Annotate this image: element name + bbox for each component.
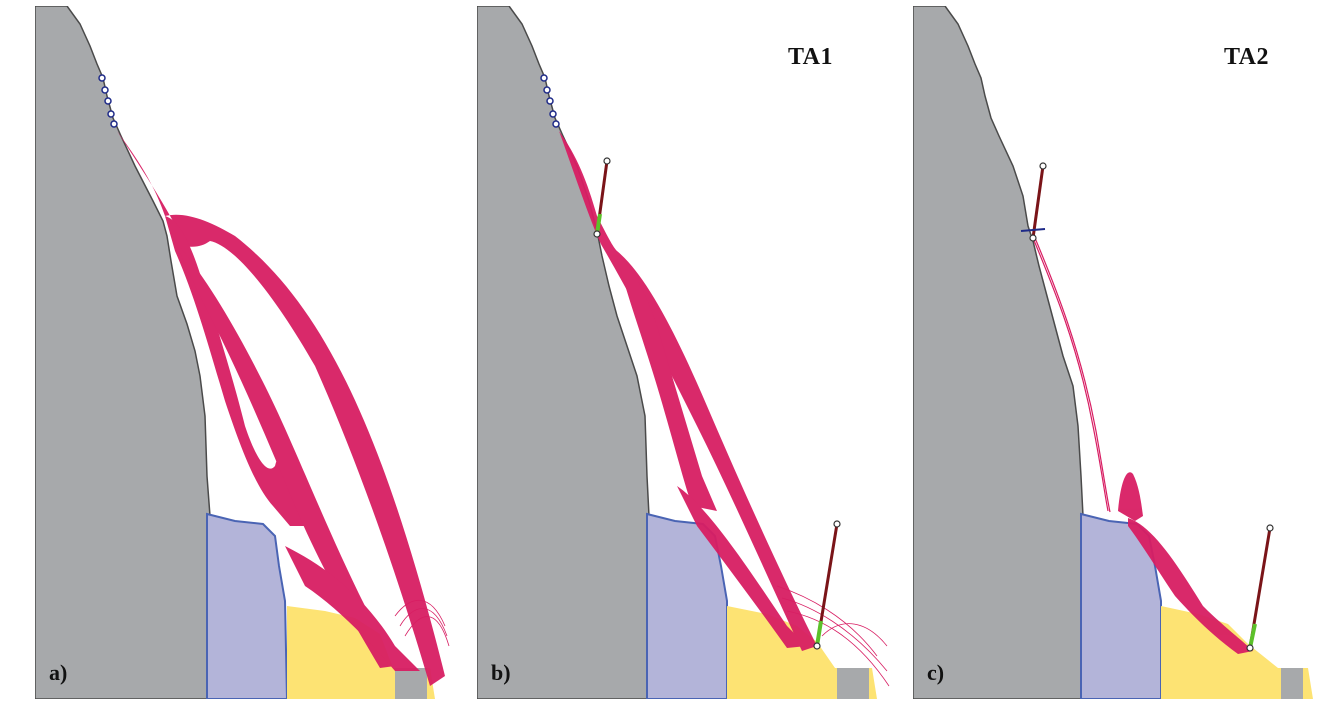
- circle-node-icon: [104, 97, 112, 105]
- panel-letter: a): [49, 660, 68, 685]
- cliff-slope: [477, 6, 650, 699]
- release-nodes: [98, 74, 118, 128]
- panel-title: TA2: [1223, 44, 1269, 70]
- release-nodes: [540, 74, 560, 128]
- circle-node-icon: [813, 642, 821, 650]
- cliff-block: [395, 668, 427, 699]
- circle-node-icon: [1266, 524, 1274, 532]
- panel-letter: c): [927, 660, 945, 685]
- blue-deposit: [646, 512, 728, 699]
- panel-a: a): [35, 6, 451, 699]
- circle-node-icon: [552, 120, 560, 128]
- circle-node-icon: [107, 110, 115, 118]
- barrier-lower: [1246, 524, 1274, 652]
- cliff-slope: [35, 6, 211, 699]
- circle-node-icon: [546, 97, 554, 105]
- trajectory-bundle: [117, 131, 445, 686]
- circle-node-icon: [543, 86, 551, 94]
- rockfall-simulation-b: [477, 6, 890, 699]
- panel-title: TA1: [787, 44, 833, 70]
- circle-node-icon: [110, 120, 118, 128]
- cliff-block: [837, 668, 869, 699]
- circle-node-icon: [1039, 162, 1047, 170]
- panel-b: TA1 b): [477, 6, 893, 699]
- circle-node-icon: [593, 230, 601, 238]
- circle-node-icon: [833, 520, 841, 528]
- barrier-upper: [593, 157, 611, 238]
- trajectory-bundle: [559, 131, 817, 651]
- trajectory-bundle: [1118, 472, 1253, 654]
- blue-deposit: [1080, 512, 1162, 699]
- rockfall-simulation-a: [35, 6, 450, 699]
- cliff-block: [1281, 668, 1303, 699]
- blue-deposit: [206, 512, 289, 699]
- circle-node-icon: [540, 74, 548, 82]
- circle-node-icon: [603, 157, 611, 165]
- barrier-upper: [1020, 162, 1047, 242]
- circle-node-icon: [1246, 644, 1254, 652]
- single-trajectory: [1032, 237, 1111, 513]
- spray-arcs: [394, 599, 450, 647]
- circle-node-icon: [1029, 234, 1037, 242]
- rockfall-simulation-c: [913, 6, 1313, 699]
- circle-node-icon: [98, 74, 106, 82]
- cliff-slope: [913, 6, 1084, 699]
- circle-node-icon: [101, 86, 109, 94]
- spray-arcs: [776, 585, 890, 687]
- panel-c: TA2 c): [913, 6, 1327, 699]
- circle-node-icon: [549, 110, 557, 118]
- barrier-lower: [813, 520, 841, 650]
- panel-letter: b): [491, 660, 511, 685]
